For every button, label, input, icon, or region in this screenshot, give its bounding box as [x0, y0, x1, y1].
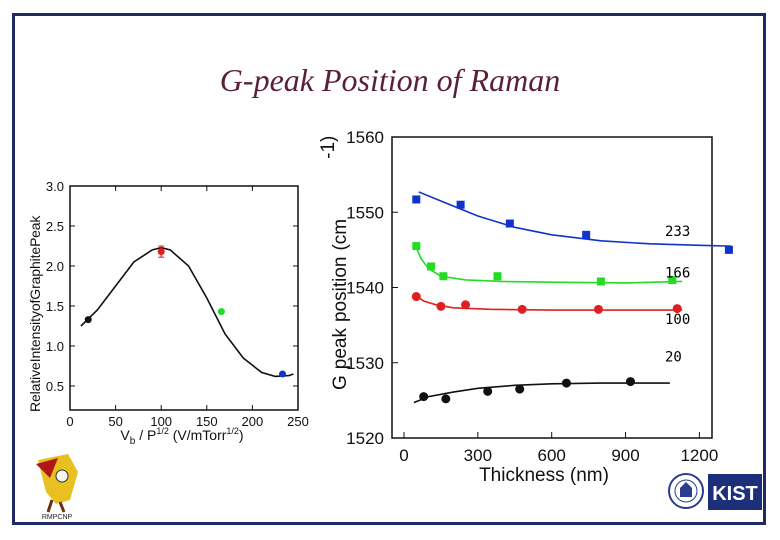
right-logo-text: KIST — [712, 483, 758, 505]
slide-frame — [12, 13, 766, 525]
left-logo: RMPCNP — [36, 454, 78, 521]
slide-title: G-peak Position of Raman — [219, 62, 561, 98]
right-logo: KIST — [668, 473, 762, 510]
left-logo-text: RMPCNP — [42, 514, 73, 521]
